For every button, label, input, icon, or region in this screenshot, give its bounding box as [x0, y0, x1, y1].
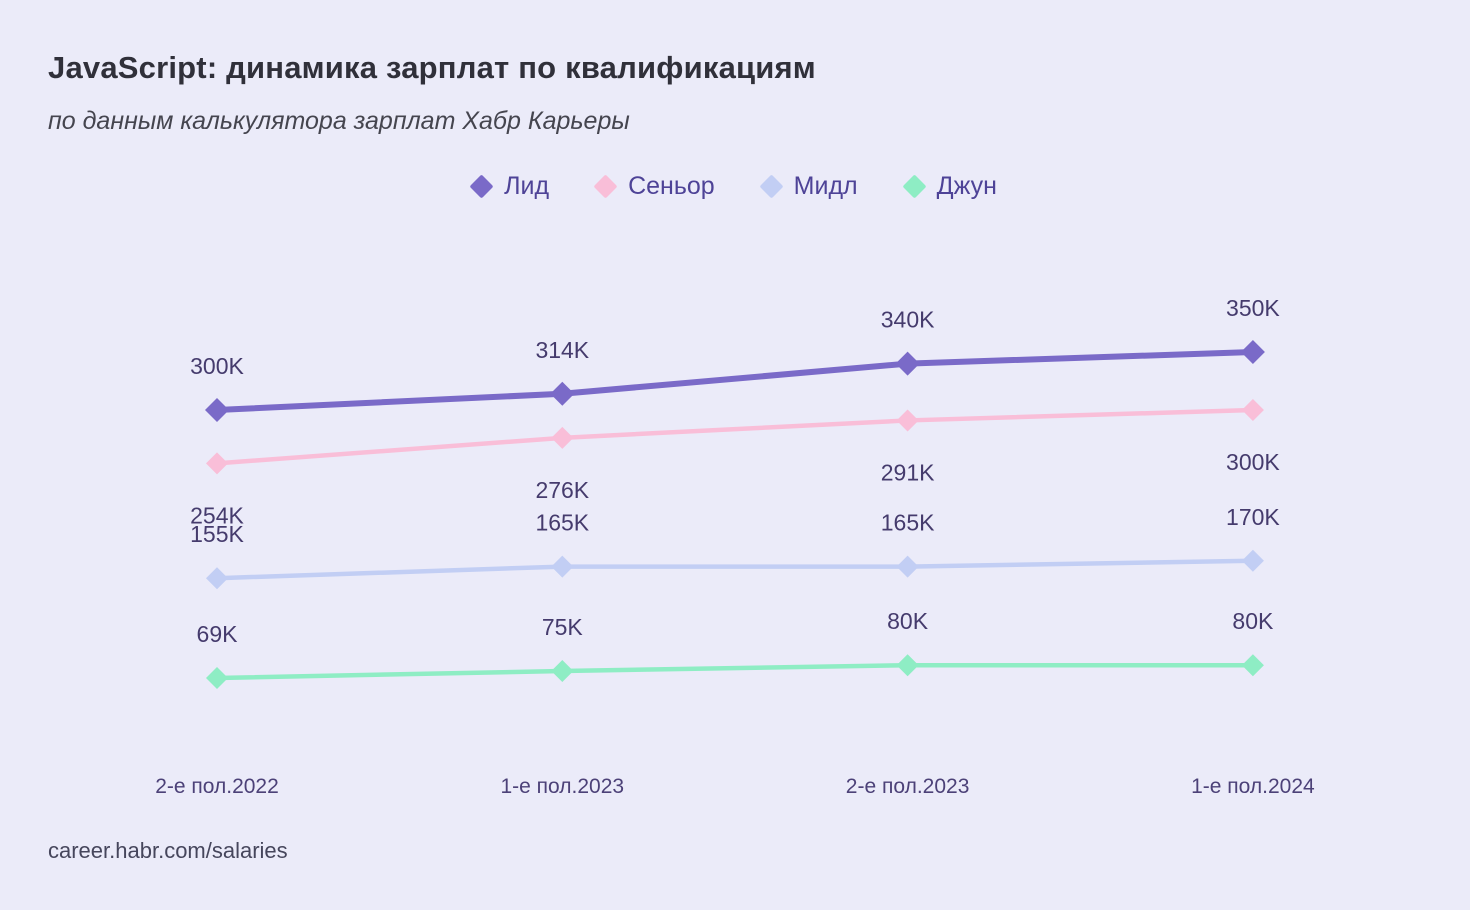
value-label-junior: 69K [197, 621, 239, 647]
data-point-middle [551, 555, 574, 578]
value-label-lead: 350K [1226, 295, 1280, 321]
data-point-junior [1241, 654, 1264, 677]
legend-label: Мидл [793, 172, 858, 200]
data-point-senior [551, 426, 574, 449]
page-subtitle: по данным калькулятора зарплат Хабр Карь… [48, 107, 630, 135]
x-axis-label: 1-е пол.2024 [1191, 775, 1315, 798]
data-point-lead [1240, 340, 1265, 364]
data-point-junior [206, 666, 228, 689]
source-url: career.habr.com/salaries [48, 838, 288, 863]
data-point-senior [1241, 399, 1264, 421]
value-label-junior: 80K [1232, 608, 1274, 634]
data-point-lead [550, 381, 575, 406]
data-point-junior [896, 654, 919, 677]
legend-item-middle: Мидл [759, 172, 858, 201]
data-point-lead [895, 351, 920, 376]
data-point-middle [896, 555, 919, 578]
x-axis-label: 1-е пол.2023 [501, 775, 625, 798]
value-label-senior: 276K [535, 477, 589, 503]
legend-label: Лид [504, 172, 550, 200]
page-title: JavaScript: динамика зарплат по квалифик… [48, 50, 816, 85]
x-axis-label: 2-е пол.2023 [846, 775, 970, 798]
data-point-senior [206, 452, 228, 475]
value-label-lead: 340K [881, 307, 935, 333]
value-label-senior: 300K [1226, 449, 1280, 475]
series-line-junior [214, 662, 1256, 681]
legend-item-junior: Джун [902, 172, 997, 201]
value-label-middle: 165K [535, 510, 589, 536]
chart-legend: Лид Сеньор Мидл Джун [0, 172, 1470, 201]
legend-item-senior: Сеньор [593, 172, 715, 201]
value-label-middle: 165K [881, 510, 935, 536]
data-point-middle [1241, 549, 1264, 572]
series-line-middle [214, 558, 1256, 581]
data-point-senior [896, 409, 919, 432]
legend-label: Джун [936, 172, 997, 200]
data-point-lead [205, 398, 229, 422]
value-label-middle: 170K [1226, 504, 1280, 530]
data-point-junior [551, 660, 574, 682]
value-label-senior: 254K [190, 502, 244, 528]
legend-item-lead: Лид [469, 172, 550, 201]
value-label-senior: 291K [881, 459, 935, 485]
legend-label: Сеньор [628, 172, 715, 200]
series-line-senior [214, 407, 1256, 466]
value-label-junior: 75K [542, 614, 584, 640]
value-label-middle: 155K [190, 521, 244, 547]
series-line-lead [214, 349, 1256, 413]
value-label-lead: 300K [190, 353, 244, 379]
data-point-middle [206, 567, 228, 590]
x-axis-label: 2-е пол.2022 [155, 775, 279, 798]
value-label-lead: 314K [535, 337, 589, 363]
value-label-junior: 80K [887, 608, 929, 634]
